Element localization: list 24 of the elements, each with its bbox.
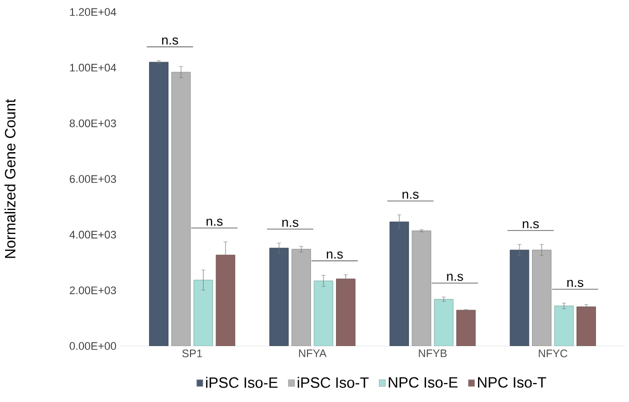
y-tick-label: 1.00E+04 xyxy=(70,64,116,72)
annotation: n.s xyxy=(282,220,298,227)
y-axis-title: Normalized Gene Count xyxy=(4,98,16,258)
y-tick-label: 0.00E+00 xyxy=(70,342,116,350)
legend-label: iPSC Iso-E xyxy=(206,376,278,388)
y-tick-label: 4.00E+03 xyxy=(70,230,116,239)
annotation: n.s xyxy=(326,252,343,259)
x-tick-label: NFYC xyxy=(538,350,568,358)
annotation: n.s xyxy=(402,192,419,199)
legend-label: NPC Iso-E xyxy=(388,377,458,388)
y-tick-label: 2.00E+03 xyxy=(70,286,116,294)
legend-label: iPSC Iso-T xyxy=(298,376,369,388)
y-tick-label: 8.00E+03 xyxy=(70,119,116,128)
annotation: n.s xyxy=(447,274,464,281)
annotation: n.s xyxy=(162,38,178,45)
y-tick-label: 1.20E+04 xyxy=(70,8,116,16)
x-tick-label: NFYB xyxy=(418,350,447,358)
annotation: n.s xyxy=(522,221,539,228)
x-tick-label: NFYA xyxy=(299,350,327,358)
x-tick-label: SP1 xyxy=(182,350,202,358)
legend-label: NPC Iso-T xyxy=(478,377,546,388)
annotation: n.s xyxy=(206,218,223,226)
annotation: n.s xyxy=(567,280,584,288)
y-tick-label: 6.00E+03 xyxy=(70,175,116,183)
